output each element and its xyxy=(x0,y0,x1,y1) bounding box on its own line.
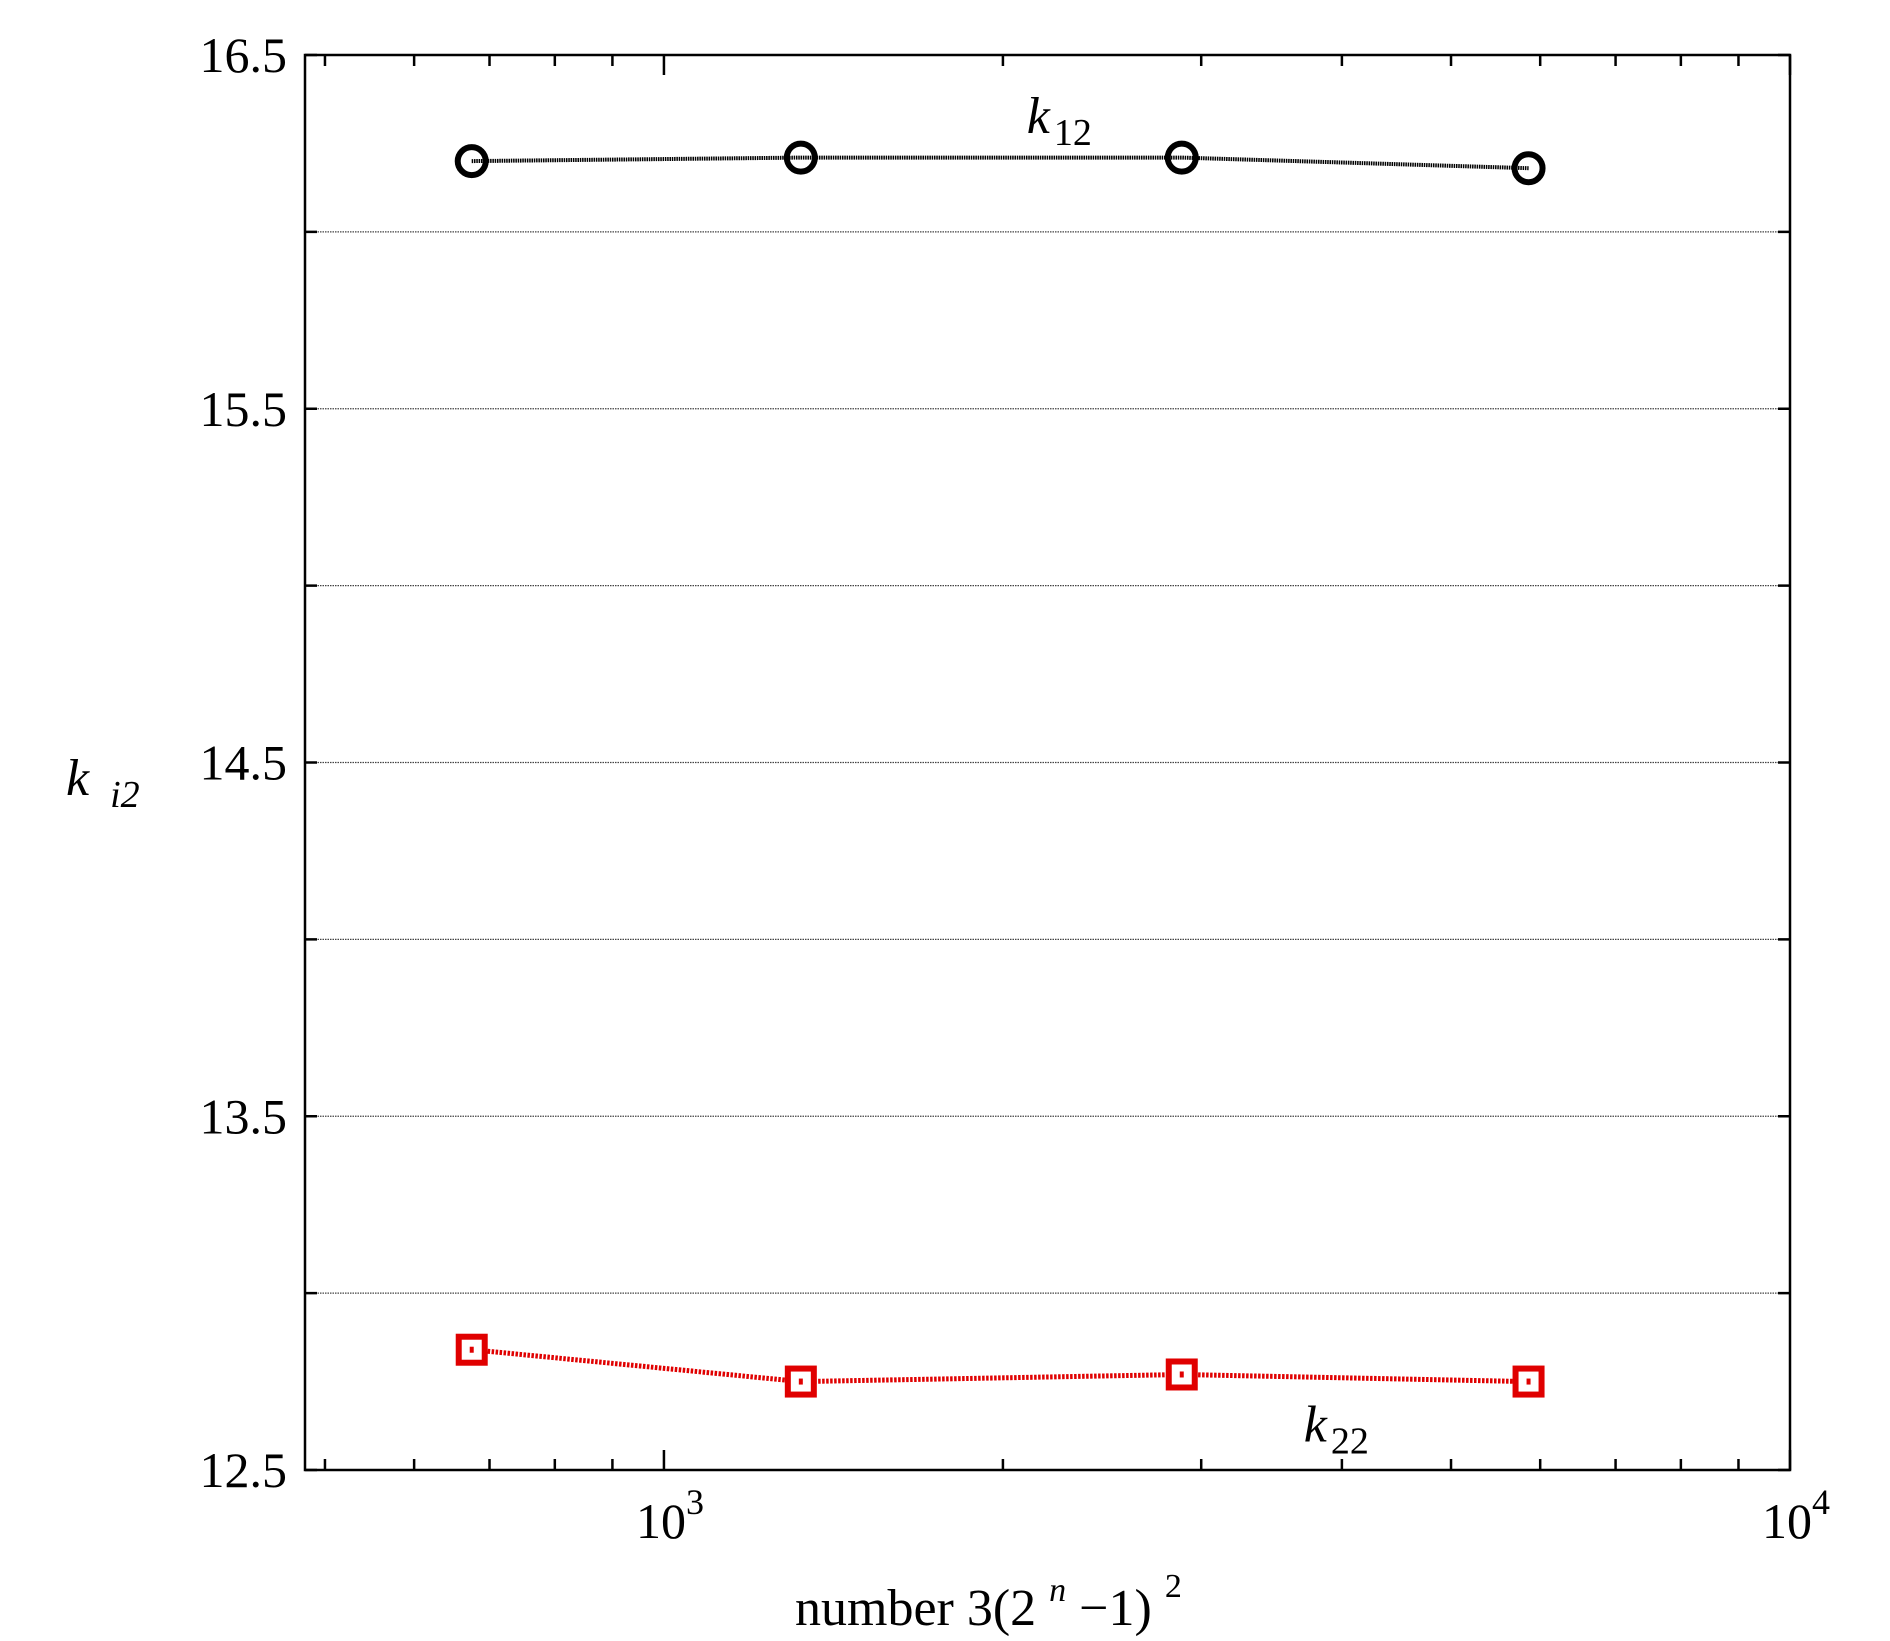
x-tick-label-exponent: 3 xyxy=(686,1482,704,1522)
series-line-k12 xyxy=(471,155,1529,171)
series-lines xyxy=(471,155,1529,1385)
x-tick-label: 104 xyxy=(1762,1482,1830,1549)
y-tick-label: 14.5 xyxy=(200,735,288,791)
y-axis-label: k i2 xyxy=(66,750,140,816)
x-axis-label-sup-2: 2 xyxy=(1165,1568,1182,1605)
x-tick-label-base: 10 xyxy=(1762,1493,1812,1549)
series-label-sub: 12 xyxy=(1054,112,1092,154)
data-point-center-k22 xyxy=(469,1346,474,1353)
series-label-main: k xyxy=(1027,88,1051,145)
x-tick-label-exponent: 4 xyxy=(1812,1482,1830,1522)
x-axis-label-middle: −1) xyxy=(1079,1580,1152,1637)
data-point-k12 xyxy=(783,140,818,175)
x-axis-label: number 3(2 n −1) 2 xyxy=(795,1556,1182,1637)
data-point-center-k22 xyxy=(1179,1371,1184,1378)
grid-lines xyxy=(305,231,1790,1294)
data-point-k12 xyxy=(1164,140,1199,175)
x-axis-label-sup-n: n xyxy=(1049,1572,1066,1609)
x-axis-label-prefix: number 3(2 xyxy=(795,1580,1036,1637)
data-point-k12 xyxy=(454,144,489,179)
series-label-k12: k 12 xyxy=(1027,88,1092,154)
data-point-k22 xyxy=(1165,1358,1198,1391)
y-tick-label: 16.5 xyxy=(200,27,288,83)
y-tick-label: 13.5 xyxy=(200,1088,288,1144)
series-labels: k 12k 22 xyxy=(1027,88,1369,1463)
series-line-k22 xyxy=(471,1347,1529,1385)
series-label-main: k xyxy=(1304,1397,1328,1454)
y-axis-label-main: k xyxy=(66,750,90,807)
series-label-sub: 22 xyxy=(1331,1421,1369,1463)
data-point-center-k22 xyxy=(798,1378,803,1385)
y-tick-label: 15.5 xyxy=(200,381,288,437)
data-point-k12 xyxy=(1511,151,1546,186)
y-tick-label: 12.5 xyxy=(200,1442,288,1498)
series-markers xyxy=(454,140,1546,1398)
x-tick-label: 103 xyxy=(636,1482,704,1549)
series-label-k22: k 22 xyxy=(1304,1397,1369,1463)
y-axis-label-sub: i2 xyxy=(110,774,140,816)
plot-frame xyxy=(303,53,1792,1472)
x-tick-label-base: 10 xyxy=(636,1493,686,1549)
data-point-center-k22 xyxy=(1526,1378,1531,1385)
